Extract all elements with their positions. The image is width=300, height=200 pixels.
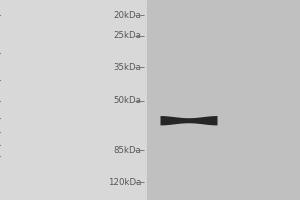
Text: 20kDa: 20kDa	[113, 11, 141, 20]
Polygon shape	[160, 116, 218, 125]
Text: 35kDa: 35kDa	[113, 63, 141, 72]
Text: 50kDa: 50kDa	[113, 96, 141, 105]
Text: 25kDa: 25kDa	[113, 31, 141, 40]
Bar	[0, 0, 147, 200]
Text: 120kDa: 120kDa	[108, 178, 141, 187]
Bar	[147, 0, 300, 200]
Text: 85kDa: 85kDa	[113, 146, 141, 155]
